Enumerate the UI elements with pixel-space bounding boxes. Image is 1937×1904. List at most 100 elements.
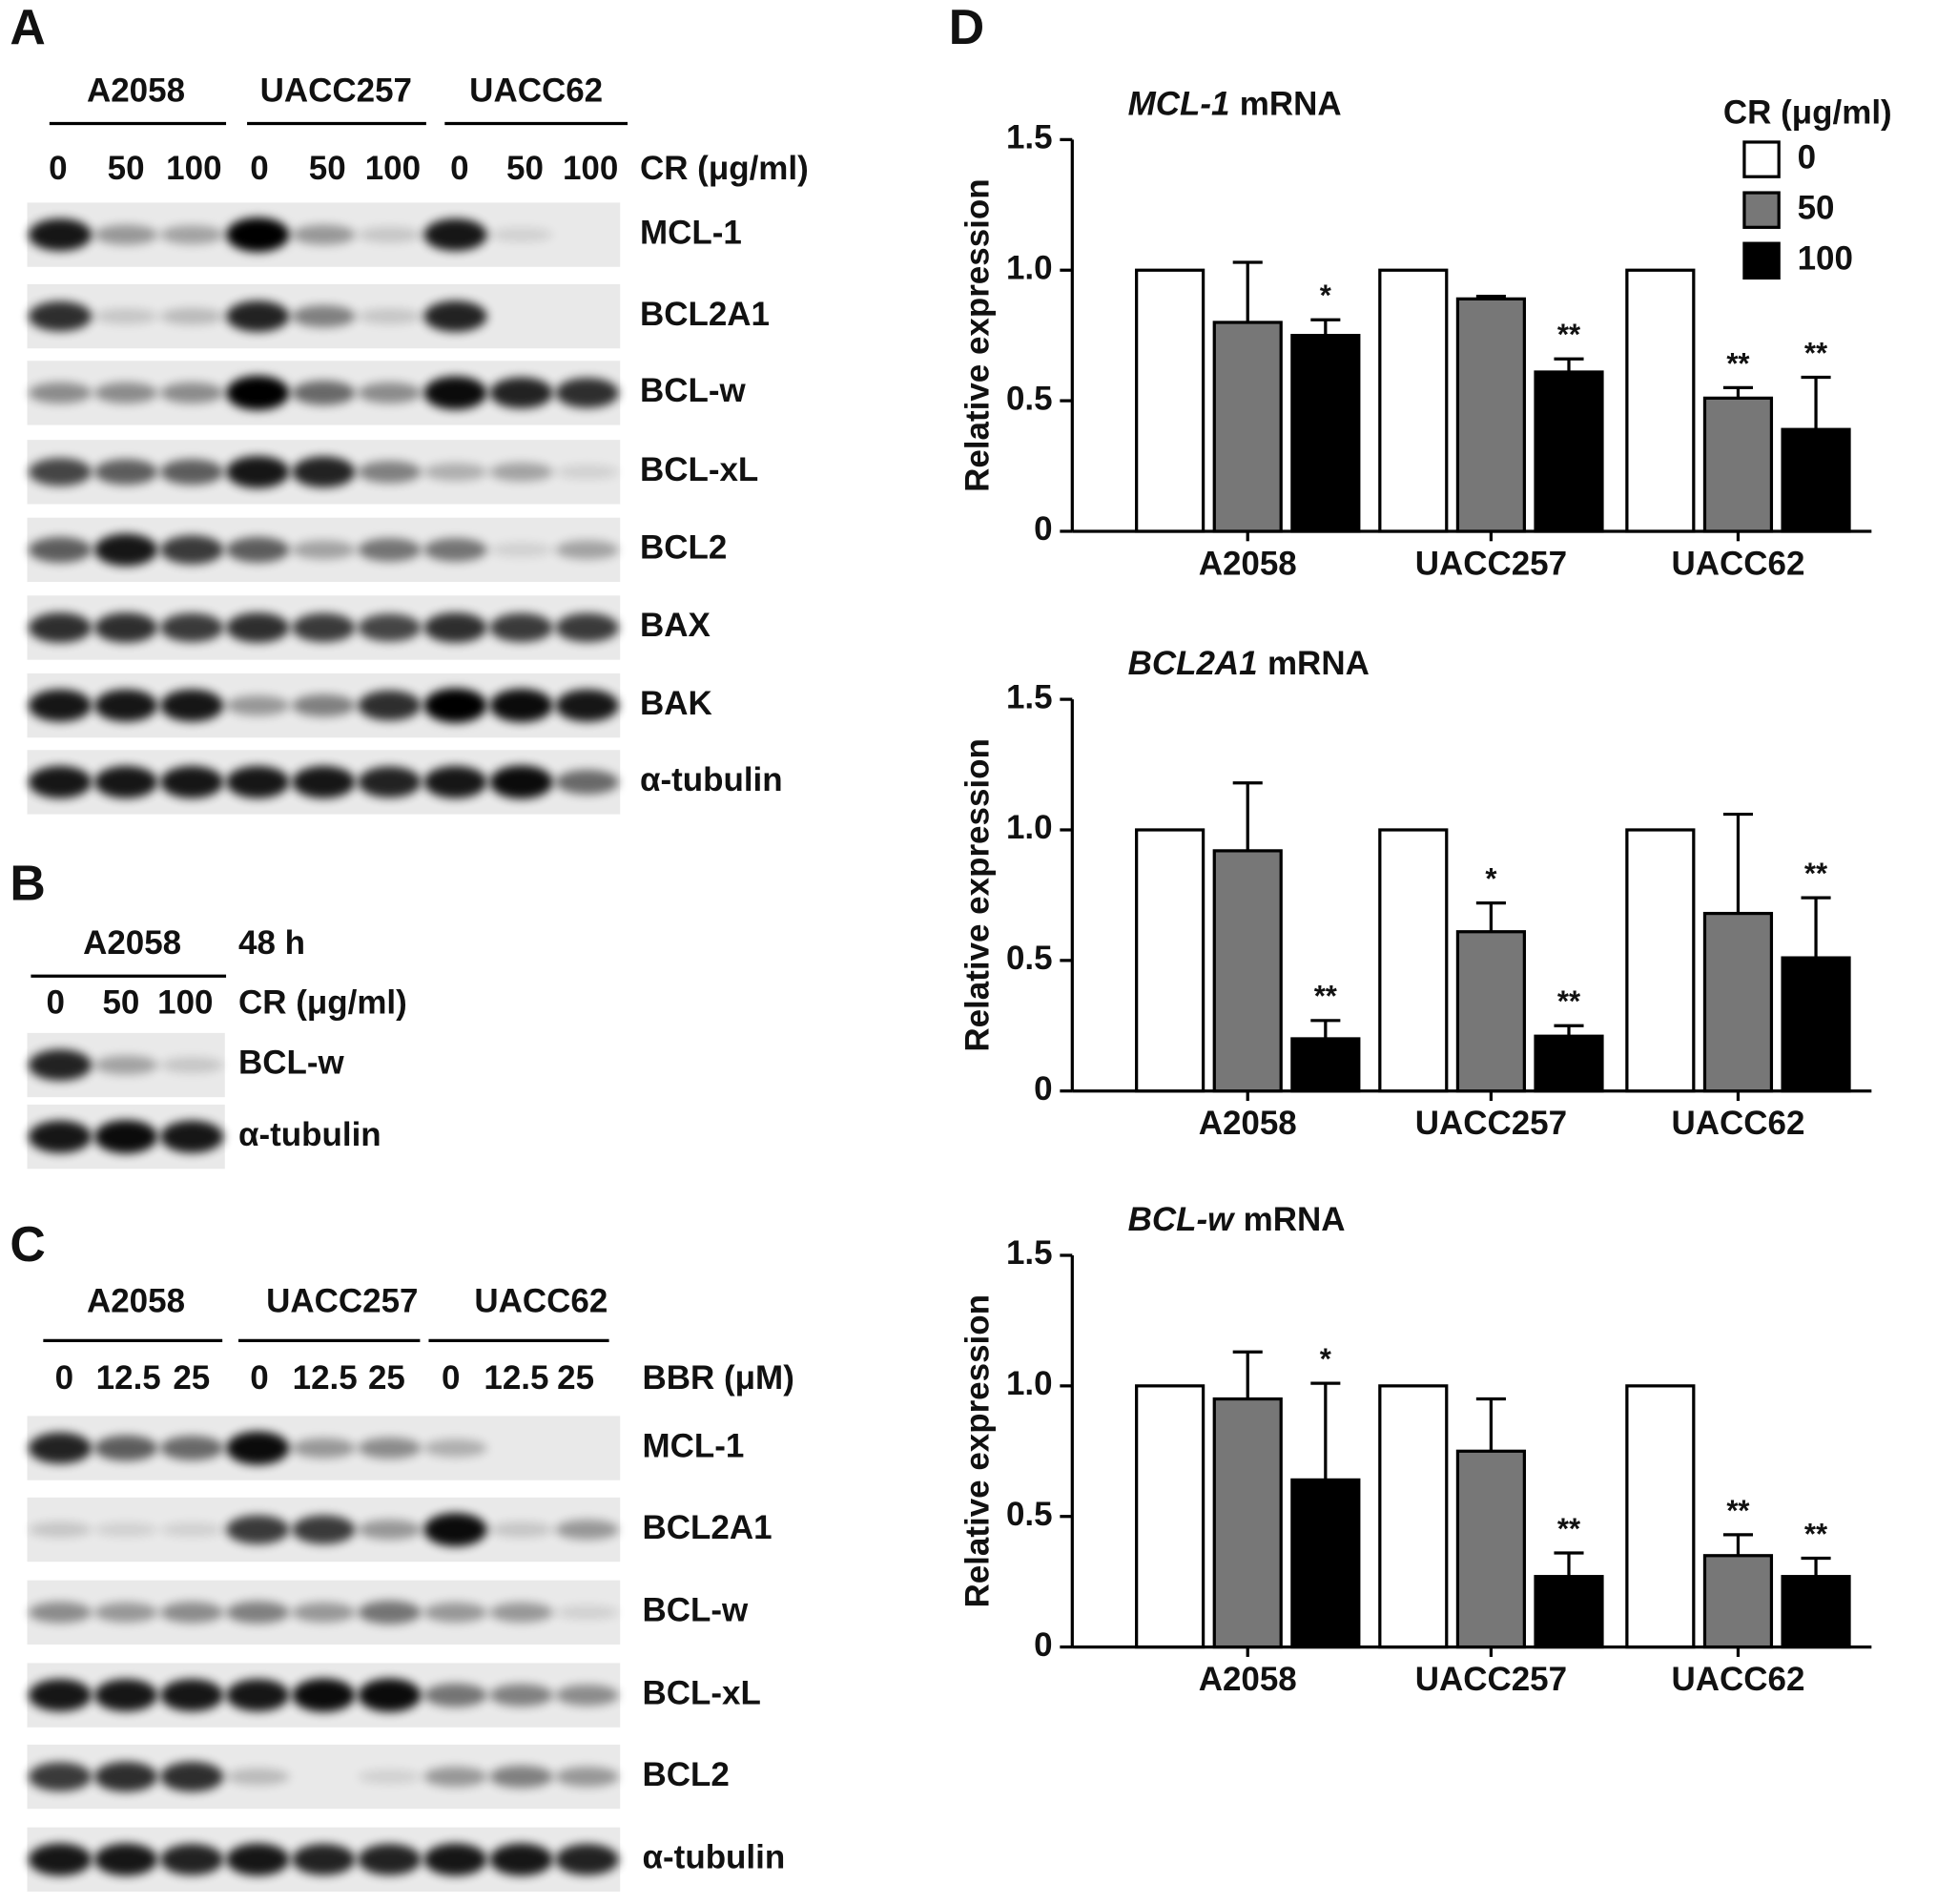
band	[423, 1602, 487, 1623]
bar	[1625, 828, 1696, 1093]
x-tick-label: A2058	[1199, 1105, 1297, 1142]
band	[555, 1684, 619, 1707]
error-bar	[1801, 896, 1831, 959]
band	[292, 1602, 356, 1623]
band	[489, 542, 553, 558]
band	[423, 218, 487, 252]
band	[93, 1843, 158, 1876]
cell-line-label: A2058	[87, 72, 185, 109]
band	[555, 1843, 619, 1875]
band	[160, 1057, 224, 1073]
dose-label: 0	[450, 150, 468, 187]
chart-title: BCL-w mRNA	[1128, 1201, 1346, 1238]
legend-swatch	[1742, 191, 1781, 229]
band	[489, 612, 553, 643]
significance-label: **	[1726, 346, 1750, 380]
dose-label: 50	[108, 150, 145, 187]
error-bar	[1232, 781, 1263, 851]
band	[292, 693, 356, 717]
bar	[1702, 911, 1774, 1093]
error-bar	[1475, 1397, 1506, 1452]
error-bar	[1232, 260, 1263, 322]
title-gene: BCL-w	[1128, 1201, 1237, 1238]
time-label: 48 h	[238, 924, 305, 962]
significance-label: **	[1804, 336, 1828, 369]
bar	[1212, 321, 1283, 533]
protein-label: α-tubulin	[643, 1839, 786, 1876]
legend-label: 100	[1798, 240, 1853, 278]
band	[423, 1767, 487, 1788]
bar	[1378, 268, 1449, 533]
error-bar	[1722, 1533, 1753, 1556]
band	[423, 1683, 487, 1707]
cell-line-label: UACC257	[266, 1283, 418, 1320]
y-tick-label: 1.5	[1006, 678, 1053, 715]
band	[292, 1843, 356, 1875]
dose-label: 0	[250, 150, 268, 187]
y-tick-label: 1.5	[1006, 1234, 1053, 1272]
band	[160, 225, 224, 245]
error-bar	[1554, 1024, 1584, 1037]
legend-swatch	[1742, 241, 1781, 280]
band	[93, 1602, 158, 1623]
title-gene: BCL2A1	[1128, 645, 1258, 682]
band	[423, 1843, 487, 1876]
band	[28, 300, 93, 332]
dose-label: 50	[506, 150, 544, 187]
band	[358, 766, 422, 798]
band	[358, 538, 422, 562]
dose-label: 0	[55, 1359, 73, 1397]
x-tick-label: UACC62	[1671, 1105, 1804, 1142]
bar	[1135, 268, 1205, 533]
y-tick-label: 1.0	[1006, 1365, 1053, 1402]
band	[93, 308, 158, 324]
band	[358, 382, 422, 404]
protein-label: α-tubulin	[640, 761, 783, 798]
blot-strip	[27, 1827, 621, 1893]
protein-label: BCL-w	[643, 1592, 750, 1629]
y-tick-label: 0	[1034, 510, 1052, 548]
band	[160, 307, 224, 325]
band	[226, 217, 290, 253]
dose-label: 0	[250, 1359, 268, 1397]
y-tick-label: 0	[1034, 1070, 1052, 1107]
significance-label: **	[1557, 318, 1581, 351]
dose-label: 12.5	[293, 1359, 358, 1397]
blot-strip	[27, 673, 621, 738]
chart-title: MCL-1 mRNA	[1128, 86, 1342, 123]
error-bar	[1722, 385, 1753, 399]
dose-label: 25	[557, 1359, 594, 1397]
band	[93, 459, 158, 486]
y-axis-label: Relative expression	[958, 178, 996, 491]
y-axis-label: Relative expression	[958, 738, 996, 1051]
bar	[1702, 396, 1774, 533]
significance-label: *	[1320, 279, 1332, 312]
bar	[1455, 297, 1526, 533]
band	[292, 304, 356, 328]
bar	[1378, 828, 1449, 1093]
protein-label: BCL2	[640, 529, 727, 567]
bar	[1135, 1384, 1205, 1649]
band	[489, 1684, 553, 1707]
legend-label: 50	[1798, 189, 1835, 226]
band	[28, 458, 93, 486]
band	[93, 612, 158, 643]
band	[292, 381, 356, 405]
protein-label: BCL-w	[640, 372, 747, 409]
bar	[1702, 1554, 1774, 1649]
band	[489, 227, 553, 242]
band	[292, 765, 356, 798]
band	[93, 224, 158, 245]
error-bar	[1554, 1551, 1584, 1577]
band	[489, 1521, 553, 1538]
band	[93, 533, 158, 567]
error-bar	[1310, 1381, 1341, 1480]
significance-label: **	[1804, 857, 1828, 890]
significance-label: **	[1557, 984, 1581, 1018]
band	[28, 1762, 93, 1791]
protein-label: BCL-xL	[640, 451, 758, 488]
band	[93, 689, 158, 722]
band	[358, 1519, 422, 1541]
cell-line-label: A2058	[83, 924, 181, 962]
